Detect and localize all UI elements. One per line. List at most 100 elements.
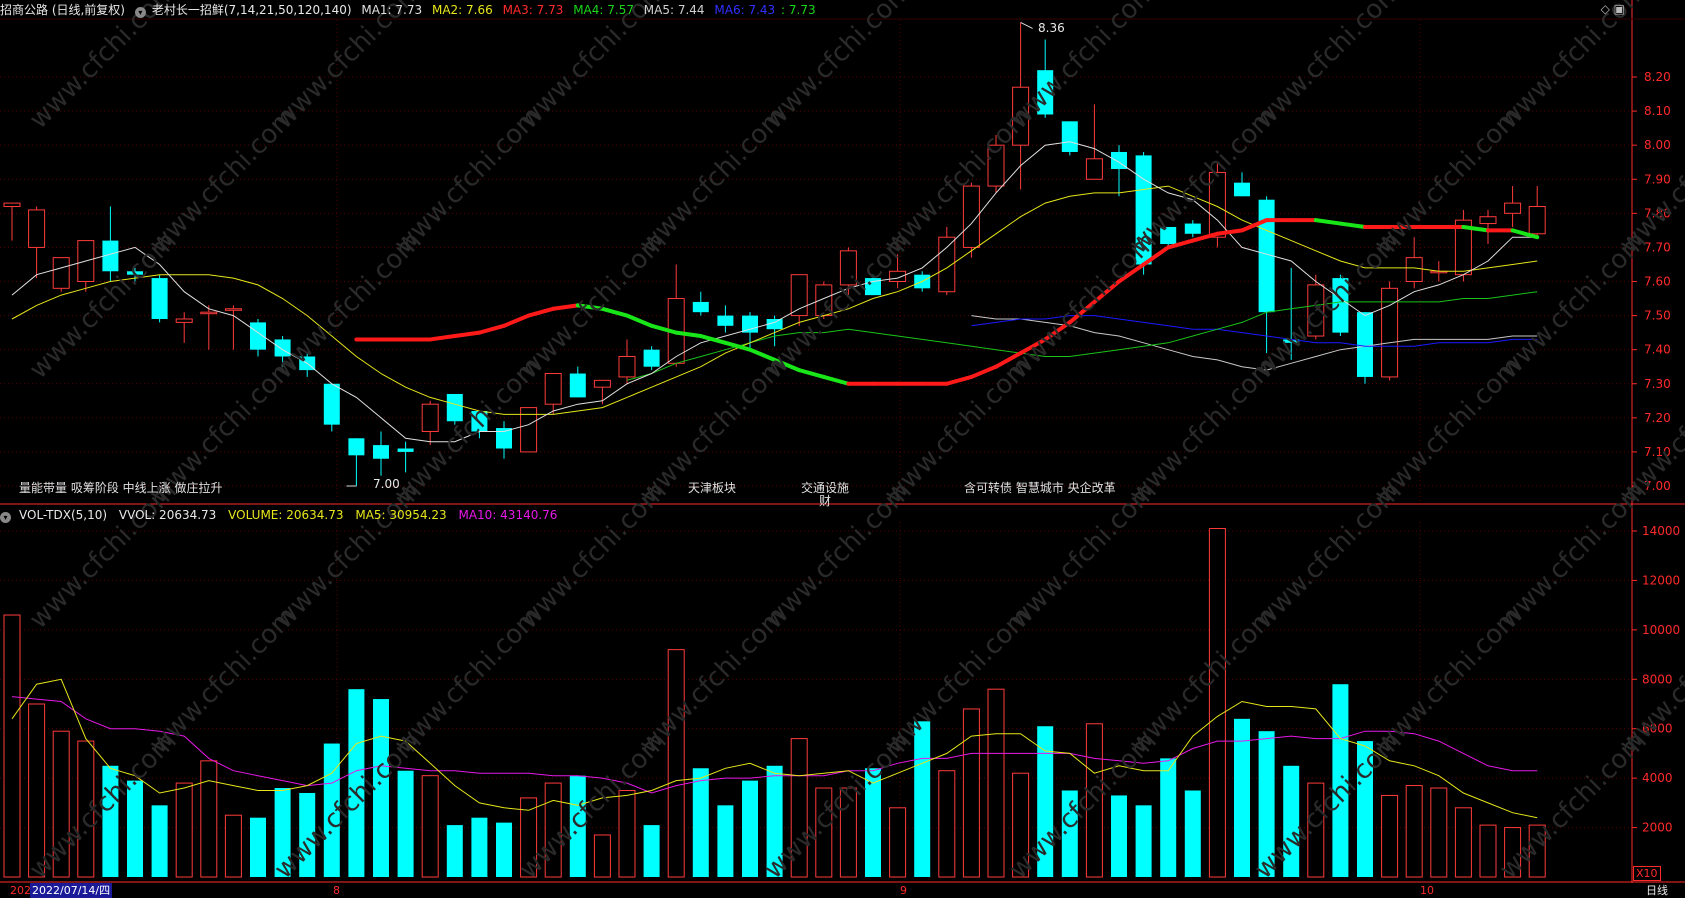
candle-body-down [151,278,168,319]
volume-bar-down [373,699,389,877]
ma3-segment [600,306,629,318]
settings-circle-icon[interactable]: ▾ [134,7,146,18]
volume-bar-down [250,817,266,877]
candle-body-up [618,355,636,378]
volume-bar-up [1479,824,1497,878]
candle-body-down [496,428,512,449]
window-controls[interactable]: ◇ ▣ [1600,2,1625,16]
stock-title: 招商公路 (日线,前复权) [0,3,125,17]
candle-body-up [1307,284,1325,337]
candle-body-down [717,315,734,326]
candle-body-down [1283,339,1300,343]
candle-body-up [3,202,21,208]
candle-body-up [889,270,907,282]
volume-bar-up [1430,787,1448,878]
watermark-text: www.cfchi.com [514,476,673,635]
volume-bar-down [643,825,660,877]
price-header: 招商公路 (日线,前复权) ▾ 老村长一招鲜(7,14,21,50,120,140… [0,0,1600,20]
ma3-segment [1240,218,1269,233]
volume-bar-up [28,703,46,878]
volume-bar-down [1234,718,1250,877]
ma5-value: MA5: 7.44 [643,3,705,17]
period-label[interactable]: 日线 [1646,884,1668,897]
volume-bar-up [1012,772,1030,878]
candle-body-up [52,257,70,289]
volume-value: VOLUME: 20634.73 [228,508,344,522]
ma3-segment [477,323,506,335]
candle-body-up [175,318,193,323]
ma3-segment [428,334,457,342]
volume-bar-down [1135,805,1152,877]
volume-ma-lines [11,678,1538,819]
candle-body-up [421,403,439,432]
volume-bar-up [889,807,907,878]
volume-header: ▾ VOL-TDX(5,10) VVOL: 20634.73 VOLUME: 20… [0,506,565,524]
candle-body-down [102,240,119,272]
volume-bar-down [1357,741,1373,877]
volume-bar-up [175,782,193,878]
ma3-segment [1043,320,1072,342]
settings-circle-icon[interactable]: ▾ [0,512,11,523]
volume-bar-up [52,730,70,878]
volume-bar-up [1504,827,1522,878]
candle-body-down [569,373,586,398]
date-cursor[interactable]: 2022/07/14/四 [30,883,113,898]
ma3-segment [551,303,580,311]
volume-bar-up [593,834,611,878]
candle-body-up [1405,257,1423,282]
ma3-segment [649,323,679,335]
volume-bar-down [299,792,316,877]
volume-bar-down [692,768,709,877]
volume-bar-up [1381,794,1399,878]
price-tick-label: 7.40 [1644,343,1671,357]
volume-bars [3,528,1546,878]
ma3-segment [797,368,826,379]
annotation-left: 量能带量 吸筹阶段 中线上涨 做庄拉升 [19,481,223,495]
price-tick-label: 8.10 [1644,104,1671,118]
volume-tick-label: 6000 [1642,722,1673,736]
price-tick-label: 7.30 [1644,377,1671,391]
low-price-label: 7.00 [373,477,400,491]
ma3-segment [1092,279,1121,304]
volume-bar-up [790,738,808,878]
month-9-label: 9 [900,884,907,897]
ma3-segment [1215,228,1244,236]
candle-body-down [446,393,463,422]
ma4-value: MA4: 7.57 [573,3,634,17]
ma5-line [971,315,1538,347]
volume-bar-down [865,768,881,877]
vol-ma5-value: MA5: 30954.23 [355,508,447,522]
candle-body-up [839,250,857,286]
candle-body-down [373,445,389,459]
price-tick-label: 7.80 [1644,206,1671,220]
volume-bar-down [496,822,512,877]
volume-bar-up [962,708,980,878]
watermark-text: www.cfchi.com [24,0,183,135]
vol-ma10-value: MA10: 43140.76 [458,508,558,522]
candle-body-down [397,448,414,452]
volume-bar-up [224,814,242,878]
volume-bar-up [520,797,538,878]
candle-body-down [692,301,709,313]
candle-body-up [790,274,808,317]
volume-bar-up [938,770,956,878]
ma3-segment [748,347,777,362]
candle-body-up [987,144,1005,187]
volume-tick-label: 4000 [1642,771,1673,785]
candle-body-up [544,373,562,405]
watermark-text: www.cfchi.com [759,226,918,385]
candle-body-up [1479,216,1497,225]
volume-tick-label: 14000 [1642,524,1680,538]
ma3-segment [625,313,654,328]
ma2-line [11,185,1538,415]
volume-bar-up [618,790,636,878]
candle-body-up [962,185,980,248]
candle-body-up [200,311,218,315]
month-10-label: 10 [1420,884,1434,897]
axis-tick-labels: 7.00 7.10 7.20 7.30 7.40 7.50 7.60 7.70 7.80 7.90… [1632,70,1680,835]
candle-body-up [1012,86,1030,146]
vol-indicator-name: VOL-TDX(5,10) [19,508,108,522]
zoom-x10-label[interactable]: X10 [1633,866,1661,881]
volume-tick-label: 2000 [1642,821,1673,835]
